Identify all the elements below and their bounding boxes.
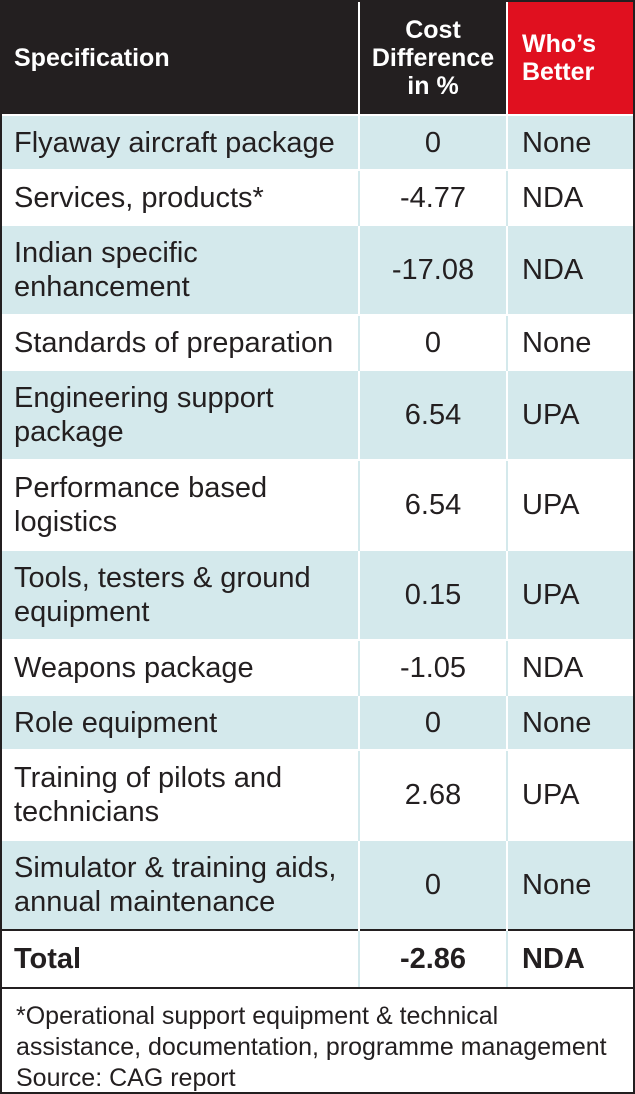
header-cost-line-1: Cost [405,16,461,44]
total-row: Total -2.86 NDA [2,929,633,989]
row-whos-better: NDA [507,639,633,695]
table-row: Indian specific enhancement -17.08 NDA [2,224,633,315]
row-cost-difference: 6.54 [359,369,508,460]
footnote: *Operational support equipment & technic… [16,1002,607,1061]
row-whos-better: None [507,114,633,170]
cost-comparison-table: Specification Cost Difference in % Who’s… [2,2,633,989]
row-whos-better: UPA [507,369,633,460]
row-specification: Flyaway aircraft package [2,114,360,170]
row-specification: Simulator & training aids, annual mainte… [2,839,360,930]
table-row: Performance based logistics 6.54 UPA [2,459,633,550]
total-label: Total [2,929,360,989]
row-cost-difference: 0.15 [359,549,508,640]
header-whos-better: Who’s Better [507,2,633,115]
table-header-row: Specification Cost Difference in % Who’s… [2,2,633,115]
row-whos-better: NDA [507,169,633,225]
row-cost-difference: -4.77 [359,169,508,225]
row-whos-better: UPA [507,749,633,840]
row-cost-difference: -1.05 [359,639,508,695]
row-specification: Standards of preparation [2,314,360,370]
row-whos-better: UPA [507,459,633,550]
source-note: Source: CAG report [16,1064,236,1092]
row-specification: Role equipment [2,694,360,750]
total-cost-difference: -2.86 [359,929,508,989]
row-cost-difference: 0 [359,314,508,370]
table-row: Training of pilots and technicians 2.68 … [2,749,633,840]
row-cost-difference: 0 [359,114,508,170]
row-whos-better: None [507,839,633,930]
header-better-line-2: Better [522,58,595,86]
row-whos-better: UPA [507,549,633,640]
row-whos-better: None [507,314,633,370]
row-specification: Tools, testers & ground equipment [2,549,360,640]
table-row: Simulator & training aids, annual mainte… [2,839,633,930]
header-specification: Specification [2,2,360,115]
row-whos-better: NDA [507,224,633,315]
header-cost-line-3: in % [407,72,459,100]
table-row: Flyaway aircraft package 0 None [2,114,633,170]
row-whos-better: None [507,694,633,750]
table-row: Tools, testers & ground equipment 0.15 U… [2,549,633,640]
row-specification: Weapons package [2,639,360,695]
table-notes: *Operational support equipment & technic… [2,989,633,1094]
row-specification: Training of pilots and technicians [2,749,360,840]
table-row: Role equipment 0 None [2,694,633,750]
header-better-line-1: Who’s [522,30,597,58]
row-specification: Engineering support package [2,369,360,460]
row-cost-difference: 0 [359,839,508,930]
header-cost-line-2: Difference [371,44,495,72]
row-cost-difference: 0 [359,694,508,750]
row-specification: Indian specific enhancement [2,224,360,315]
table-row: Weapons package -1.05 NDA [2,639,633,695]
header-cost-difference: Cost Difference in % [359,2,508,115]
row-specification: Services, products* [2,169,360,225]
row-specification: Performance based logistics [2,459,360,550]
total-whos-better: NDA [507,929,633,989]
table-row: Standards of preparation 0 None [2,314,633,370]
row-cost-difference: 6.54 [359,459,508,550]
row-cost-difference: 2.68 [359,749,508,840]
table-row: Engineering support package 6.54 UPA [2,369,633,460]
row-cost-difference: -17.08 [359,224,508,315]
table-row: Services, products* -4.77 NDA [2,169,633,225]
